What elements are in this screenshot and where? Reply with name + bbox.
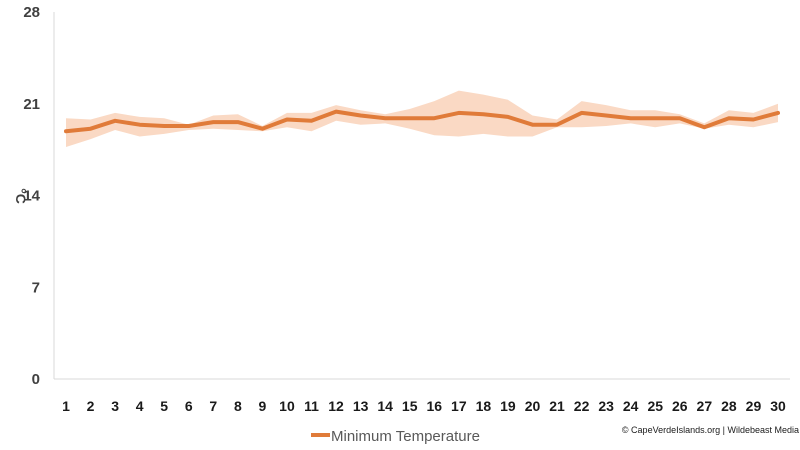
data-point bbox=[260, 127, 264, 131]
x-tick-label: 22 bbox=[574, 398, 590, 414]
data-point bbox=[653, 116, 657, 120]
x-tick-label: 20 bbox=[525, 398, 541, 414]
data-point bbox=[629, 116, 633, 120]
data-point bbox=[310, 119, 314, 123]
y-tick-label: 14 bbox=[23, 188, 40, 205]
data-point bbox=[481, 112, 485, 116]
data-point bbox=[432, 116, 436, 120]
y-tick-label: 28 bbox=[23, 4, 40, 21]
data-point bbox=[187, 124, 191, 128]
plot-area bbox=[64, 90, 780, 147]
x-tick-label: 15 bbox=[402, 398, 418, 414]
x-tick-label: 16 bbox=[426, 398, 442, 414]
data-point bbox=[776, 111, 780, 115]
x-tick-label: 13 bbox=[353, 398, 369, 414]
x-tick-label: 17 bbox=[451, 398, 467, 414]
y-tick-label: 7 bbox=[32, 279, 40, 296]
x-tick-label: 10 bbox=[279, 398, 295, 414]
data-point bbox=[457, 111, 461, 115]
data-point bbox=[334, 110, 338, 114]
data-point bbox=[359, 114, 363, 118]
x-tick-label: 14 bbox=[377, 398, 393, 414]
x-tick-label: 1 bbox=[62, 398, 70, 414]
data-point bbox=[89, 127, 93, 131]
data-point bbox=[702, 125, 706, 129]
x-tick-label: 28 bbox=[721, 398, 737, 414]
data-point bbox=[113, 119, 117, 123]
x-tick-label: 25 bbox=[647, 398, 663, 414]
x-tick-label: 6 bbox=[185, 398, 193, 414]
x-tick-label: 2 bbox=[87, 398, 95, 414]
data-point bbox=[678, 116, 682, 120]
data-point bbox=[383, 116, 387, 120]
x-tick-label: 8 bbox=[234, 398, 242, 414]
x-tick-label: 26 bbox=[672, 398, 688, 414]
data-point bbox=[604, 114, 608, 118]
y-axis-label: °C bbox=[13, 188, 29, 204]
legend: Minimum Temperature bbox=[311, 428, 480, 445]
y-tick-label: 0 bbox=[32, 371, 40, 388]
x-axis: 1 2 3 4 5 6 7 8 9 10 11 12 13 14 15 16 17 18 19 20 21 22 23 24 2… bbox=[54, 378, 790, 414]
y-axis: 0 7 14 21 28 bbox=[23, 4, 55, 388]
x-tick-label: 30 bbox=[770, 398, 786, 414]
legend-label: Minimum Temperature bbox=[331, 428, 480, 445]
data-point bbox=[531, 123, 535, 127]
data-point bbox=[506, 115, 510, 119]
x-tick-label: 9 bbox=[259, 398, 267, 414]
data-point bbox=[211, 120, 215, 124]
data-point bbox=[162, 124, 166, 128]
data-point bbox=[727, 116, 731, 120]
x-tick-label: 19 bbox=[500, 398, 516, 414]
x-tick-label: 3 bbox=[111, 398, 119, 414]
data-point bbox=[555, 123, 559, 127]
credit-text: © CapeVerdeIslands.org | Wildebeast Medi… bbox=[622, 425, 799, 435]
data-point bbox=[580, 111, 584, 115]
x-tick-label: 7 bbox=[209, 398, 217, 414]
data-point bbox=[236, 120, 240, 124]
x-tick-label: 12 bbox=[328, 398, 344, 414]
y-tick-label: 21 bbox=[23, 96, 40, 113]
x-tick-label: 11 bbox=[304, 398, 319, 414]
x-tick-label: 27 bbox=[697, 398, 713, 414]
x-tick-label: 4 bbox=[136, 398, 144, 414]
data-point bbox=[64, 129, 68, 133]
x-tick-label: 5 bbox=[160, 398, 168, 414]
x-tick-label: 21 bbox=[549, 398, 565, 414]
data-point bbox=[138, 123, 142, 127]
minimum-temperature-line bbox=[64, 109, 780, 134]
data-point bbox=[285, 118, 289, 122]
x-tick-label: 23 bbox=[598, 398, 614, 414]
x-tick-label: 24 bbox=[623, 398, 639, 414]
data-point bbox=[751, 118, 755, 122]
data-point bbox=[408, 116, 412, 120]
x-tick-label: 29 bbox=[746, 398, 762, 414]
x-tick-label: 18 bbox=[476, 398, 492, 414]
